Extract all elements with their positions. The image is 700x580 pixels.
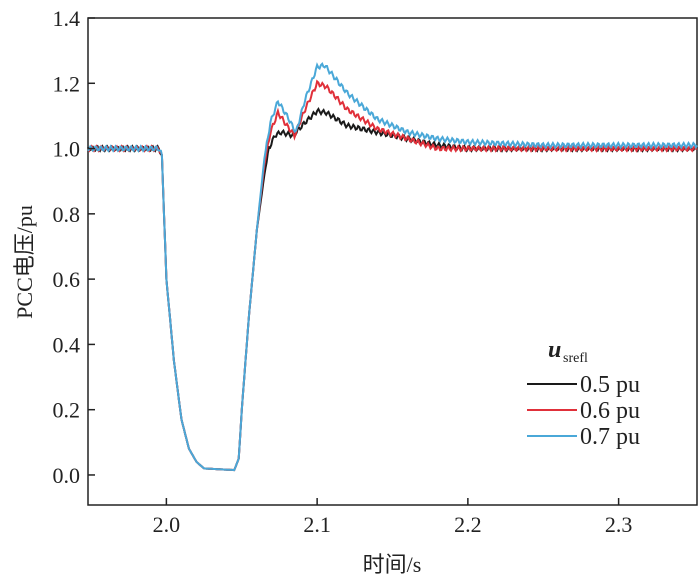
x-tick-label: 2.2 (454, 512, 482, 537)
y-tick-label: 0.0 (53, 463, 81, 488)
axes: 2.0 2.1 2.2 2.3 0.0 0.2 0.4 0.6 0.8 1.0 1.2 1.4 (53, 6, 633, 537)
y-tick-label: 1.2 (53, 71, 81, 96)
y-tick-label: 1.0 (53, 137, 81, 162)
legend-title-subscript: srefl (563, 351, 588, 366)
x-tick-label: 2.0 (153, 512, 181, 537)
x-axis-label: 时间/s (363, 552, 422, 577)
x-tick-label: 2.3 (605, 512, 633, 537)
y-tick-label: 0.2 (53, 398, 81, 423)
legend-label: 0.5 pu (580, 372, 640, 398)
legend-label: 0.6 pu (580, 398, 640, 424)
series-lines (87, 61, 698, 472)
legend-label: 0.7 pu (580, 424, 640, 450)
legend-title: u (548, 337, 561, 363)
y-tick-label: 0.4 (53, 332, 81, 357)
y-tick-label: 1.4 (53, 6, 81, 31)
y-tick-label: 0.8 (53, 202, 81, 227)
legend: u srefl 0.5 pu0.6 pu0.7 pu (527, 337, 640, 450)
plot-frame (87, 17, 698, 506)
series-line-0-7-pu (87, 61, 698, 472)
x-tick-label: 2.1 (303, 512, 331, 537)
y-tick-label: 0.6 (53, 267, 81, 292)
y-axis-label: PCC电压/pu (12, 205, 37, 319)
